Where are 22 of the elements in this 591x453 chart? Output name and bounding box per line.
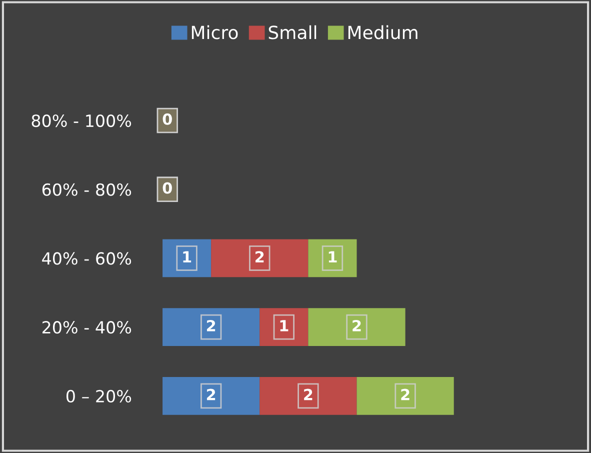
data-label: 1 (183, 251, 192, 262)
data-label: 2 (206, 388, 216, 400)
data-label: 2 (304, 388, 312, 400)
y-tick-label: 40% - 60% (42, 252, 132, 265)
bar (260, 376, 357, 415)
bar (356, 376, 454, 415)
legend-label: Small (268, 25, 316, 40)
data-label: 0 (162, 113, 172, 125)
data-label: 2 (352, 320, 361, 332)
data-label: 2 (256, 251, 264, 262)
data-label: 1 (328, 251, 337, 262)
y-tick-label: 20% - 40% (42, 321, 132, 334)
data-label: 0 (162, 182, 172, 194)
y-tick-label: 0 – 20% (66, 390, 132, 402)
y-tick-label: 60% - 80% (42, 183, 132, 196)
data-label: 2 (206, 320, 216, 332)
bar (308, 308, 406, 346)
data-label: 2 (401, 388, 410, 400)
data-label: 1 (280, 320, 288, 332)
legend-label: Medium (348, 25, 418, 40)
y-tick-label: 80% - 100% (32, 114, 132, 128)
legend-label: Micro (192, 25, 238, 40)
